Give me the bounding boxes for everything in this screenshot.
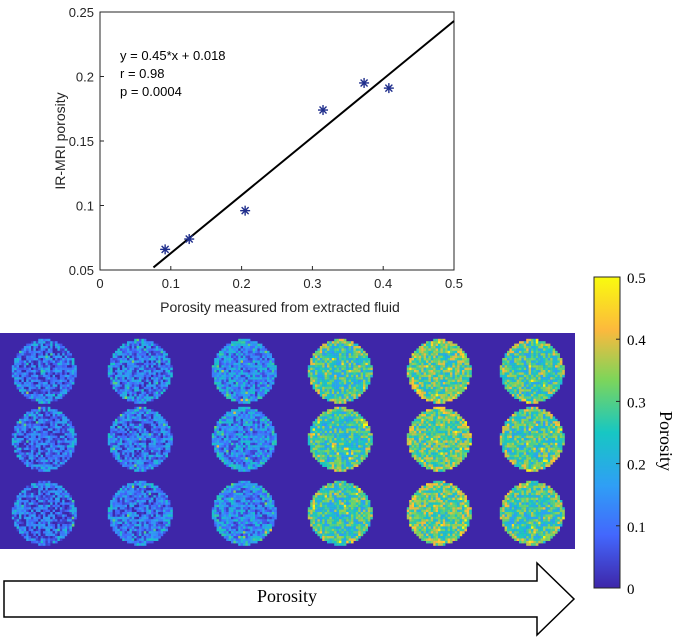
stats-line-1: y = 0.45*x + 0.018: [120, 48, 226, 63]
colorbar-gradient: [593, 276, 621, 589]
sample-disc: [406, 480, 472, 546]
data-point: [184, 234, 195, 245]
sample-disc: [11, 480, 77, 546]
sample-disc: [499, 406, 565, 472]
colorbar-tick-label: 0: [627, 582, 635, 598]
sample-disc: [107, 406, 173, 472]
x-tick-label: 0.4: [374, 276, 392, 291]
colorbar: 0.5 0.4 0.3 0.2 0.1 0 Porosity: [593, 271, 676, 598]
sample-disc: [11, 338, 77, 404]
colorbar-tick-label: 0.3: [627, 395, 646, 411]
sample-disc: [406, 406, 472, 472]
y-tick-label: 0.2: [76, 70, 94, 85]
x-axis-ticks: 0 0.1 0.2 0.3 0.4 0.5: [96, 266, 463, 291]
stats-line-3: p = 0.0004: [120, 84, 182, 99]
x-tick-label: 0: [96, 276, 103, 291]
heatmap-panel: [0, 333, 575, 549]
heatmap-background: [0, 333, 575, 549]
scatter-plot: 0 0.1 0.2 0.3 0.4 0.5 0.05 0.1 0.15 0.2 0.25 y = …: [52, 5, 463, 315]
colorbar-tick-label: 0.2: [627, 458, 646, 474]
sample-disc: [107, 338, 173, 404]
colorbar-tick-label: 0.5: [627, 271, 646, 287]
sample-disc: [211, 480, 277, 546]
sample-disc: [499, 480, 565, 546]
sample-disc: [499, 338, 565, 404]
y-tick-label: 0.05: [69, 263, 94, 278]
data-point: [359, 77, 370, 88]
sample-discs: [11, 338, 565, 546]
y-axis-ticks: 0.05 0.1 0.15 0.2 0.25: [69, 5, 104, 278]
x-tick-label: 0.5: [445, 276, 463, 291]
y-tick-label: 0.15: [69, 134, 94, 149]
y-tick-label: 0.25: [69, 5, 94, 20]
data-point: [383, 83, 394, 94]
colorbar-tick-label: 0.4: [627, 333, 646, 349]
x-tick-label: 0.1: [162, 276, 180, 291]
x-tick-label: 0.2: [233, 276, 251, 291]
sample-disc: [107, 480, 173, 546]
data-point: [318, 105, 329, 116]
x-axis-label: Porosity measured from extracted fluid: [160, 299, 400, 315]
colorbar-label: Porosity: [656, 411, 676, 471]
sample-disc: [406, 338, 472, 404]
sample-disc: [307, 406, 373, 472]
y-tick-label: 0.1: [76, 199, 94, 214]
sample-disc: [307, 480, 373, 546]
arrow-shape: [3, 561, 576, 637]
fit-line: [152, 20, 455, 269]
x-tick-label: 0.3: [303, 276, 321, 291]
colorbar-tick-label: 0.1: [627, 520, 646, 536]
y-axis-label: IR-MRI porosity: [52, 92, 68, 189]
sample-disc: [11, 406, 77, 472]
sample-disc: [211, 338, 277, 404]
data-point: [240, 205, 251, 216]
colorbar-ticks: 0.5 0.4 0.3 0.2 0.1 0: [616, 271, 646, 598]
plot-frame: [99, 11, 455, 271]
sample-disc: [211, 406, 277, 472]
data-point: [160, 244, 171, 255]
sample-disc: [307, 338, 373, 404]
data-points: [160, 77, 394, 255]
arrow-label: Porosity: [257, 586, 317, 606]
stats-line-2: r = 0.98: [120, 66, 164, 81]
porosity-arrow: Porosity: [3, 561, 576, 637]
